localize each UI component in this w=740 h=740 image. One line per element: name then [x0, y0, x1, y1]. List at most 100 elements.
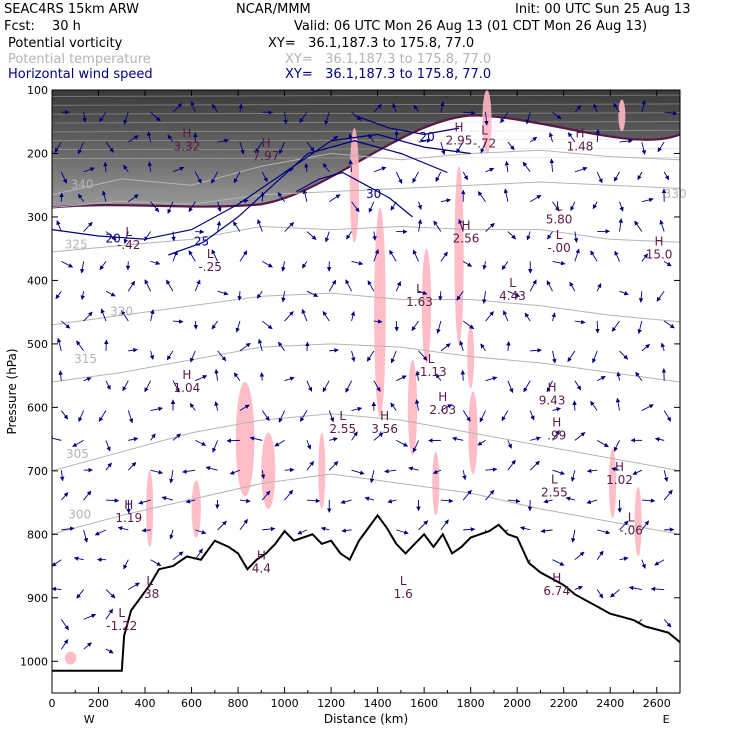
wind-vector — [611, 467, 620, 472]
wind-vector — [257, 219, 263, 232]
wind-vector — [301, 308, 308, 322]
wind-vector — [372, 231, 377, 241]
wind-vector — [205, 466, 218, 471]
wind-vector — [390, 350, 397, 364]
wind-vector — [507, 290, 521, 297]
wind-vector — [485, 467, 498, 472]
wind-vector — [277, 192, 285, 202]
wind-vector — [123, 164, 129, 173]
wind-vector — [302, 189, 308, 202]
wind-vector — [614, 250, 620, 262]
wind-vector — [567, 350, 576, 363]
wind-vector — [73, 556, 84, 561]
wind-vector — [120, 310, 129, 322]
wind-vector — [169, 470, 174, 484]
wind-vector — [233, 372, 241, 381]
strat-contour — [52, 112, 680, 115]
wind-vector — [529, 136, 538, 143]
pv-label: H 2.03 — [429, 390, 456, 417]
wind-vector — [123, 112, 129, 125]
wind-vector — [596, 171, 603, 184]
pv-label: L 5.80 — [546, 200, 573, 227]
wind-vector — [77, 193, 85, 202]
wind-vector — [60, 619, 69, 631]
wind-vector — [94, 529, 107, 536]
wind-vector — [597, 529, 611, 535]
wind-vector — [596, 550, 604, 560]
wind-vector — [99, 261, 107, 271]
wind-vector — [436, 320, 442, 334]
wind-vector — [172, 103, 183, 113]
pv-label: H 1.48 — [567, 127, 594, 154]
wind-vector — [590, 400, 598, 411]
wind-vector — [345, 380, 352, 393]
wind-vector — [462, 489, 472, 501]
wind-vector — [418, 520, 429, 531]
x-tick-label: 600 — [181, 697, 202, 710]
wind-vector — [482, 261, 487, 270]
theta-label: 330 — [664, 187, 687, 201]
y-tick-label: 600 — [27, 401, 48, 414]
wind-vector — [281, 261, 286, 272]
wind-vector — [284, 311, 294, 322]
wind-vector — [149, 350, 155, 360]
y-axis-label: Pressure (hPa) — [5, 348, 19, 434]
pv-label: L -.06 — [619, 511, 642, 538]
wind-vector — [274, 439, 285, 447]
wind-vector — [569, 281, 576, 292]
wind-vector — [55, 290, 62, 300]
wind-vector — [306, 231, 317, 240]
wind-vector — [328, 410, 335, 423]
wind-vector — [98, 410, 107, 422]
wind-vector — [619, 201, 624, 212]
wind-vector — [262, 260, 273, 268]
wind-vector — [105, 380, 111, 391]
x-tick-label: 400 — [135, 697, 156, 710]
x-end-label-east: E — [663, 713, 670, 726]
wind-vector — [616, 371, 621, 381]
pv-label: H 1.19 — [115, 498, 142, 525]
wind-vector — [384, 468, 397, 474]
header-fcst-value: 30 h — [52, 19, 81, 34]
wind-vector — [628, 585, 642, 591]
wind-vector — [417, 201, 422, 210]
wind-vector — [571, 529, 576, 543]
wind-vector — [546, 380, 553, 393]
wind-vector — [395, 281, 402, 292]
legend-wind-xy: XY= 36.1,187.3 to 175.8, 77.0 — [285, 67, 492, 82]
pv-label: H 15.0 — [646, 235, 673, 262]
wind-vector — [368, 133, 375, 143]
pv-label: H 2.95 — [446, 120, 473, 147]
wind-vector — [440, 251, 448, 262]
wind-vector — [618, 218, 623, 232]
wind-vector — [239, 198, 249, 204]
pv-label: L -1.13 — [416, 352, 447, 379]
wind-vector — [306, 290, 319, 297]
pv-label: H 3.32 — [174, 127, 201, 154]
wind-vector — [239, 250, 248, 262]
pv-shading-blob — [609, 448, 617, 519]
wind-vector — [239, 342, 251, 352]
wind-vector — [167, 201, 174, 214]
pv-label: L -.00 — [547, 228, 570, 255]
wind-vector — [80, 291, 85, 301]
pv-label: H 4.4 — [252, 549, 271, 576]
wind-vector — [128, 135, 139, 143]
wind-vector — [396, 375, 407, 382]
wind-vector — [440, 343, 451, 352]
wind-vector — [520, 526, 531, 531]
wind-vector — [76, 589, 84, 599]
wind-vector — [574, 319, 586, 325]
theta-contour — [52, 473, 680, 535]
wind-vector — [105, 231, 117, 241]
wind-vector — [126, 500, 131, 514]
wind-vector — [596, 283, 602, 292]
x-tick-label: 2600 — [643, 697, 671, 710]
theta-contour — [52, 149, 680, 196]
wind-vector — [440, 519, 449, 531]
wind-vector — [373, 319, 383, 324]
wind-vector — [117, 526, 129, 531]
wind-vector — [480, 141, 486, 154]
theta-contour — [52, 343, 680, 383]
